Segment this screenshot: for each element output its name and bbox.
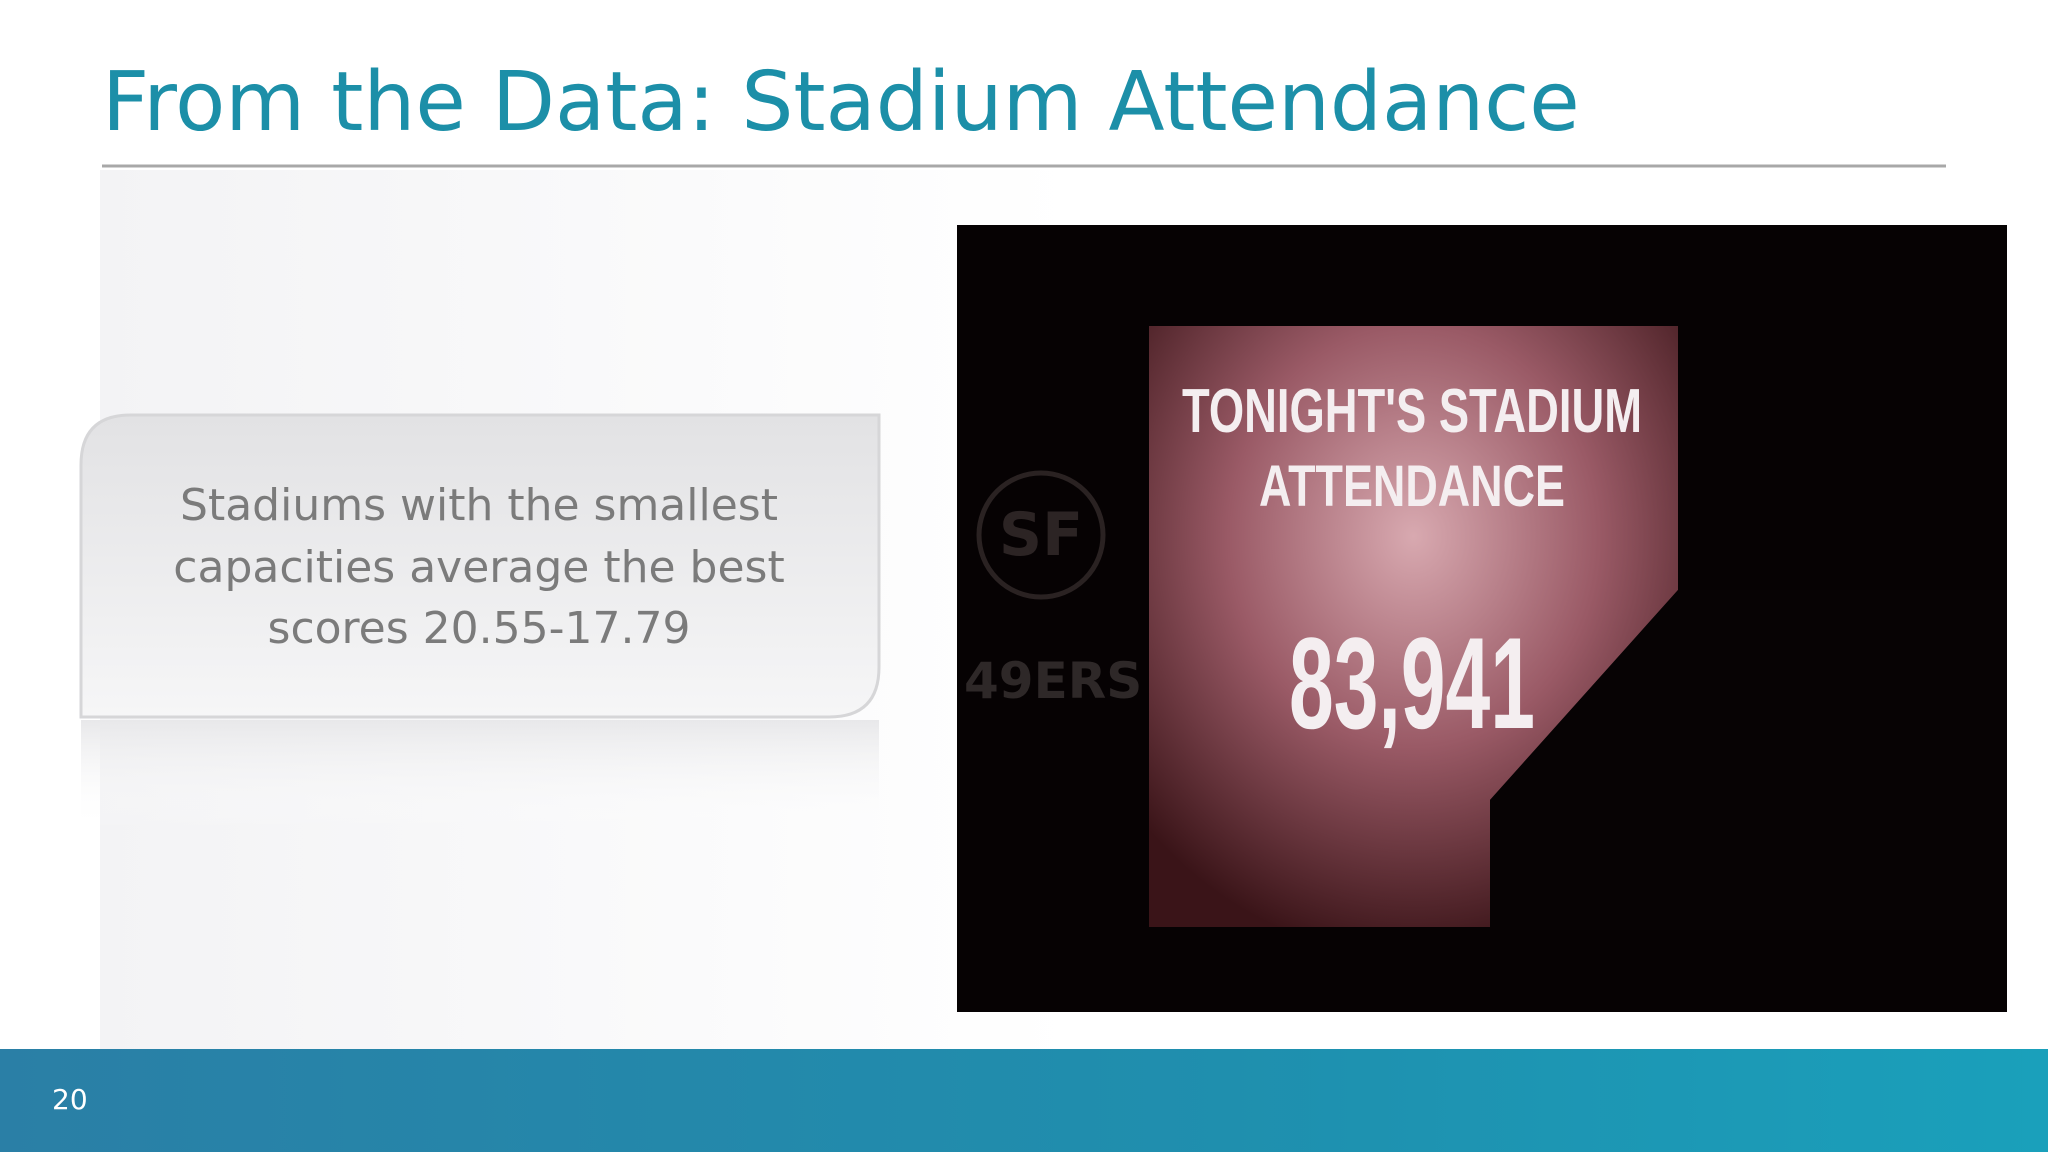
screen-number: 83,941 — [1289, 610, 1535, 756]
callout-line: capacities average the best — [173, 542, 784, 593]
screen-heading: TONIGHT'S STADIUM — [1182, 377, 1642, 446]
page-number: 20 — [52, 1083, 88, 1116]
screen-heading: ATTENDANCE — [1259, 454, 1565, 519]
callout-line: Stadiums with the smallest — [180, 480, 778, 531]
team-logo: SF — [999, 500, 1083, 570]
logo-ring — [976, 470, 1106, 600]
photo: SF 49ERS TONIGHT'S STADIUM ATTENDANCE 83… — [957, 225, 2007, 1012]
screen-text: TONIGHT'S STADIUM ATTENDANCE 83,941 — [1182, 377, 1642, 756]
callout-text: Stadiums with the smallest capacities av… — [173, 480, 784, 654]
callout-box — [79, 413, 881, 719]
callout-reflection — [81, 720, 879, 830]
team-name: 49ERS — [964, 652, 1142, 710]
footer-band — [0, 1049, 2048, 1152]
title: From the Data: Stadium Attendance — [102, 55, 1580, 150]
callout-line: scores 20.55-17.79 — [268, 603, 691, 654]
stand — [1490, 590, 2007, 930]
